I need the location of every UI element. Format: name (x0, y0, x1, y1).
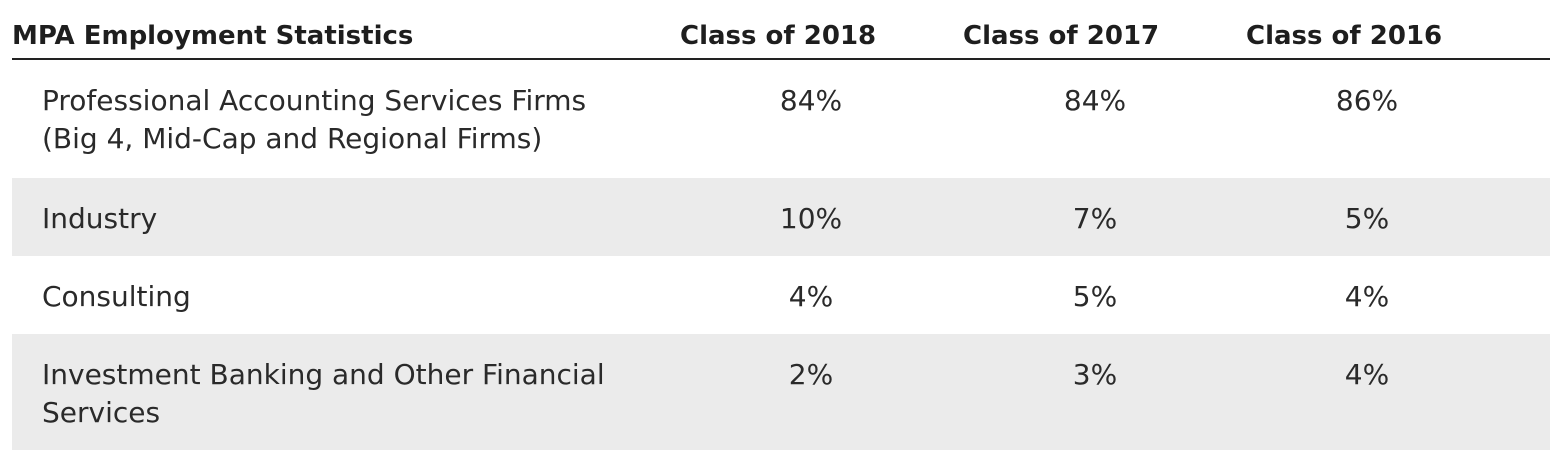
value-2018: 10% (779, 202, 843, 235)
value-2017: 84% (1063, 84, 1127, 117)
value-2017: 5% (1072, 280, 1118, 313)
row-label: Investment Banking and Other Financial S… (42, 358, 605, 429)
row-label: Industry (42, 202, 158, 235)
value-2018: 4% (788, 280, 834, 313)
value-2016: 4% (1344, 358, 1390, 391)
header-class-2016: Class of 2016 (1246, 21, 1443, 51)
table-row: Investment Banking and Other Financial S… (12, 334, 1550, 450)
row-label: Professional Accounting Services Firms (… (42, 84, 587, 155)
row-label: Consulting (42, 280, 191, 313)
value-2017: 7% (1072, 202, 1118, 235)
header-title: MPA Employment Statistics (12, 21, 414, 51)
header-class-2017: Class of 2017 (963, 21, 1160, 51)
value-2018: 84% (779, 84, 843, 117)
table-header: MPA Employment Statistics Class of 2018 … (12, 14, 1550, 60)
value-2018: 2% (788, 358, 834, 391)
value-2016: 5% (1344, 202, 1390, 235)
header-class-2018: Class of 2018 (680, 21, 877, 51)
value-2017: 3% (1072, 358, 1118, 391)
table-row: Industry 10% 7% 5% (12, 178, 1550, 256)
value-2016: 4% (1344, 280, 1390, 313)
employment-statistics-table: MPA Employment Statistics Class of 2018 … (12, 14, 1550, 450)
table-row: Consulting 4% 5% 4% (12, 256, 1550, 334)
table-row: Professional Accounting Services Firms (… (12, 60, 1550, 178)
value-2016: 86% (1335, 84, 1399, 117)
